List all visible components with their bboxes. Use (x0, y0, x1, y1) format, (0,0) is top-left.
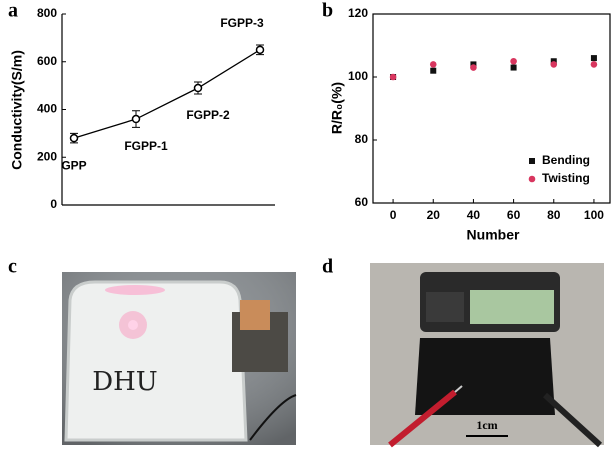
point (470, 64, 477, 71)
panel-label: c (8, 256, 17, 278)
panel-label: b (322, 0, 333, 22)
panel-label: d (322, 256, 333, 278)
point (69, 133, 79, 143)
plot-frame (372, 13, 611, 204)
panel-label: a (8, 0, 18, 22)
y-axis-title: R/R₀(%) (329, 82, 345, 134)
point (131, 114, 141, 124)
point (510, 64, 517, 71)
category-label: FGPP-3 (220, 16, 264, 30)
category-label: FGPP-1 (124, 139, 168, 153)
y-tick-label: 0 (50, 197, 57, 211)
point (193, 83, 203, 93)
y-tick-label: 600 (37, 54, 57, 68)
x-tick-label: 60 (507, 208, 521, 222)
handwriting: DHU (92, 367, 157, 397)
scale-bar-label: 1cm (476, 418, 497, 432)
category-label: GPP (61, 158, 86, 172)
point (550, 61, 558, 68)
x-axis-title: Number (467, 227, 520, 243)
x-tick-label: 20 (427, 208, 441, 222)
legend-label: Twisting (542, 171, 590, 185)
point (255, 45, 265, 55)
category-label: FGPP-2 (186, 108, 230, 122)
point (590, 55, 597, 62)
x-tick-label: 0 (390, 208, 397, 222)
y-tick-label: 60 (355, 195, 369, 209)
point (429, 61, 437, 68)
y-axis-title: Conductivity(S/m) (9, 50, 25, 170)
y-tick-label: 120 (348, 6, 368, 20)
y-tick-label: 800 (37, 6, 57, 20)
x-tick-label: 80 (547, 208, 561, 222)
photo-c: DHU (62, 272, 297, 445)
line (73, 49, 261, 139)
x-tick-label: 100 (584, 208, 604, 222)
legend-label: Bending (542, 153, 590, 167)
x-tick-label: 40 (467, 208, 481, 222)
photo-d: 1cm (370, 263, 604, 448)
y-tick-label: 200 (37, 149, 57, 163)
point (510, 57, 517, 65)
y-tick-label: 100 (348, 69, 368, 83)
y-tick-label: 400 (37, 102, 57, 116)
y-tick-label: 80 (355, 132, 369, 146)
legend-marker (528, 175, 536, 183)
point (430, 67, 437, 74)
legend-marker (529, 158, 535, 164)
point (389, 73, 397, 81)
point (590, 61, 598, 68)
